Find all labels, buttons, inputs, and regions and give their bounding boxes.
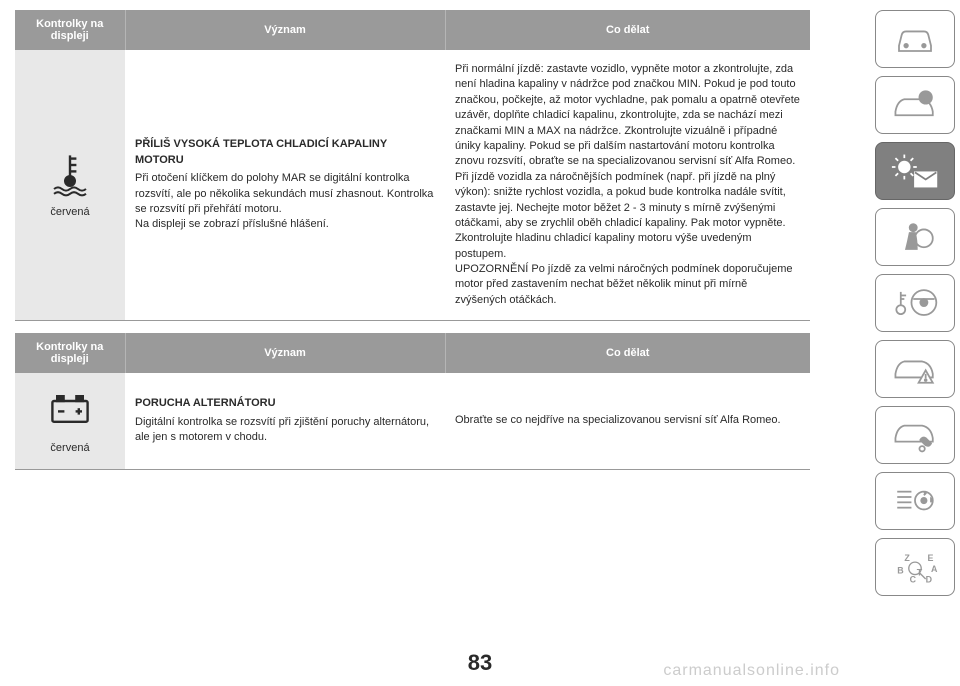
meaning-body: Při otočení klíčkem do polohy MAR se dig… [135, 171, 435, 233]
action-cell: Při normální jízdě: zastavte vozidlo, vy… [445, 50, 810, 321]
meaning-body: Digitální kontrolka se rozsvítí při zjiš… [135, 415, 435, 446]
warning-table-coolant: Kontrolky na displeji Význam Co dělat [15, 10, 810, 321]
indicator-label: červená [25, 205, 115, 220]
action-body: Obraťte se co nejdříve na specializovano… [455, 413, 800, 428]
header-action: Co dělat [445, 10, 810, 50]
svg-text:E: E [927, 553, 933, 563]
table-row: červená PORUCHA ALTERNÁTORU Digitální ko… [15, 373, 810, 469]
warning-table-alternator: Kontrolky na displeji Význam Co dělat [15, 333, 810, 469]
svg-text:D: D [926, 575, 933, 585]
section-icon-key-wheel[interactable] [875, 274, 955, 332]
section-icon-specs[interactable] [875, 472, 955, 530]
section-icon-index[interactable]: ZEBACDT [875, 538, 955, 596]
action-cell: Obraťte se co nejdříve na specializovano… [445, 373, 810, 469]
svg-text:B: B [897, 566, 903, 576]
section-icon-car-service[interactable] [875, 406, 955, 464]
svg-text:A: A [931, 564, 938, 574]
meaning-cell: PORUCHA ALTERNÁTORU Digitální kontrolka … [125, 373, 445, 469]
section-icon-car-front[interactable] [875, 10, 955, 68]
watermark: carmanualsonline.info [663, 662, 840, 680]
meaning-title: PORUCHA ALTERNÁTORU [135, 396, 435, 411]
coolant-temp-icon [25, 149, 115, 197]
meaning-cell: PŘÍLIŠ VYSOKÁ TEPLOTA CHLADICÍ KAPALINY … [125, 50, 445, 321]
meaning-title: PŘÍLIŠ VYSOKÁ TEPLOTA CHLADICÍ KAPALINY … [135, 137, 435, 168]
section-icon-warning-lights[interactable] [875, 142, 955, 200]
battery-icon [25, 385, 115, 433]
table-row: červená PŘÍLIŠ VYSOKÁ TEPLOTA CHLADICÍ K… [15, 50, 810, 321]
action-body: Při normální jízdě: zastavte vozidlo, vy… [455, 62, 800, 308]
page-number: 83 [468, 650, 492, 676]
header-indicator: Kontrolky na displeji [15, 10, 125, 50]
section-icon-airbag[interactable] [875, 208, 955, 266]
main-content: Kontrolky na displeji Význam Co dělat [0, 0, 825, 492]
header-action: Co dělat [445, 333, 810, 373]
header-meaning: Význam [125, 10, 445, 50]
sidebar-section-icons: i ZEBACDT [870, 0, 960, 614]
header-indicator: Kontrolky na displeji [15, 333, 125, 373]
svg-text:C: C [910, 575, 917, 585]
indicator-label: červená [25, 441, 115, 456]
indicator-cell: červená [15, 50, 125, 321]
header-meaning: Význam [125, 333, 445, 373]
section-icon-car-info[interactable]: i [875, 76, 955, 134]
section-icon-car-warning[interactable] [875, 340, 955, 398]
indicator-cell: červená [15, 373, 125, 469]
svg-text:Z: Z [904, 553, 910, 563]
